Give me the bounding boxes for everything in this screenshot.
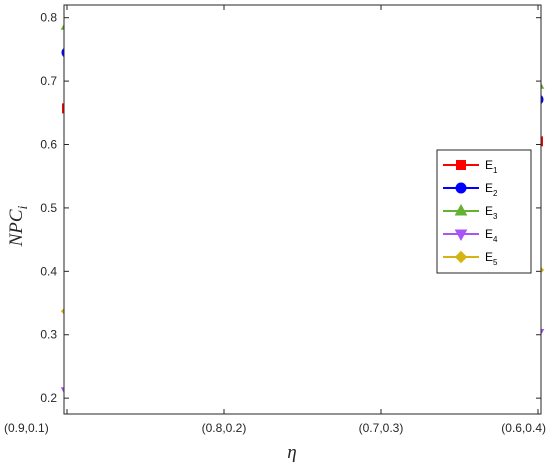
legend-label: E2: [485, 181, 498, 198]
y-tick-label: 0.7: [40, 74, 57, 88]
y-axis-label-main: NPC: [6, 209, 27, 247]
x-axis-label: η: [287, 442, 296, 463]
legend: E1 E2 E3 E4 E5: [436, 149, 532, 274]
legend-marker: [455, 182, 467, 194]
x-tick-label: (0.9,0.1): [4, 421, 49, 435]
y-axis-label: NPCi: [6, 205, 31, 247]
x-tick-label: (0.7,0.3): [359, 421, 404, 435]
y-tick-label: 0.5: [40, 201, 57, 215]
y-axis-label-sub: i: [16, 205, 31, 209]
legend-label: E1: [485, 158, 498, 175]
y-tick-label: 0.2: [40, 391, 57, 405]
legend-label: E5: [485, 250, 498, 267]
y-tick-label: 0.4: [40, 264, 57, 278]
legend-marker: [456, 160, 466, 170]
legend-marker: [454, 203, 468, 216]
y-tick-label: 0.6: [40, 138, 57, 152]
x-tick-label: (0.6,0.4): [501, 421, 546, 435]
y-tick-label: 0.8: [40, 11, 57, 25]
legend-marker: [454, 229, 468, 242]
y-tick-label: 0.3: [40, 328, 57, 342]
legend-label: E4: [485, 227, 498, 244]
legend-label: E3: [485, 204, 498, 221]
legend-marker: [454, 250, 468, 264]
x-tick-label: (0.8,0.2): [202, 421, 247, 435]
